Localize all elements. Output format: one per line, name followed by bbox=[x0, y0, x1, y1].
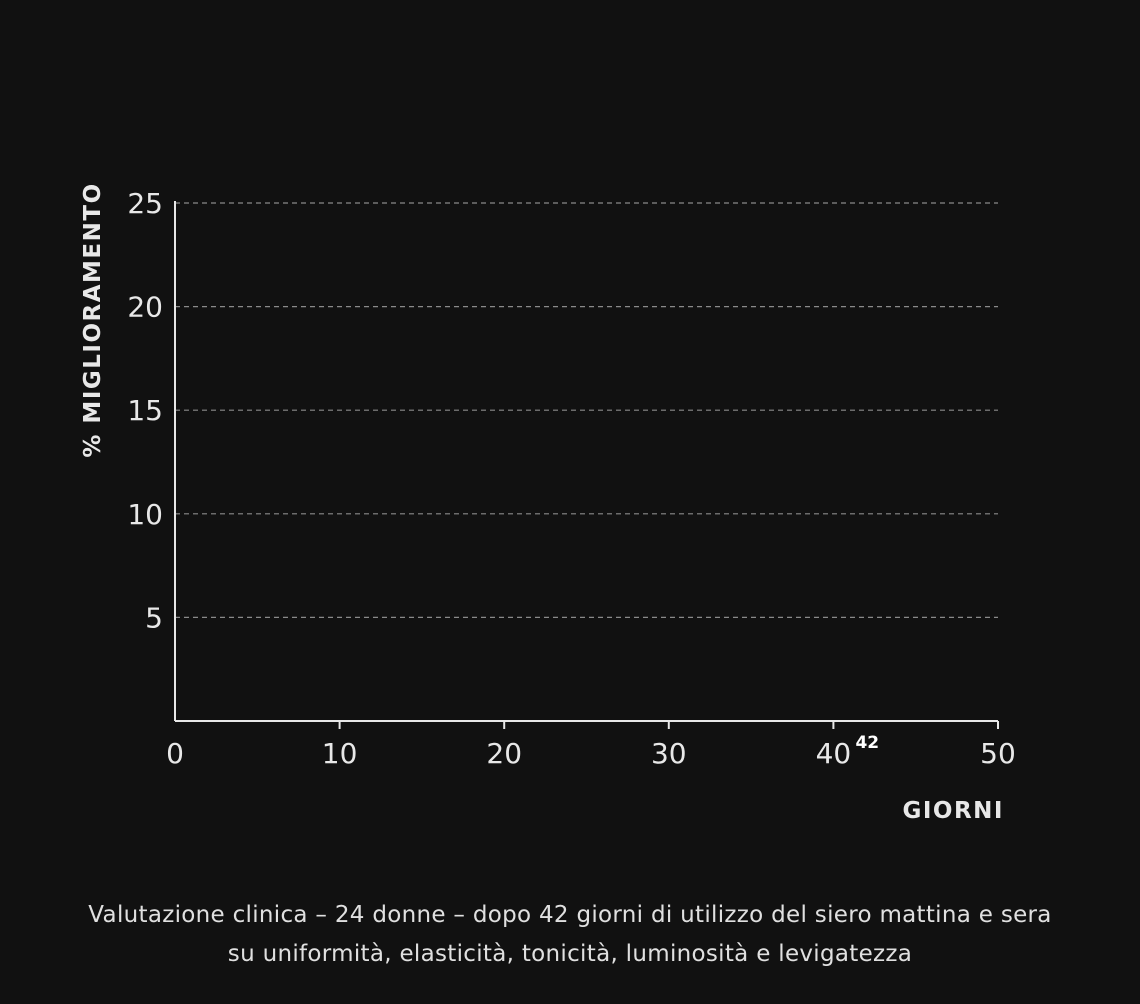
x-tick-label-10: 10 bbox=[322, 737, 358, 770]
y-tick-label-10: 10 bbox=[127, 498, 163, 531]
x-tick-label-40: 40 bbox=[816, 737, 852, 770]
x-tick-label-50: 50 bbox=[980, 737, 1016, 770]
grid-lines bbox=[175, 202, 998, 619]
x-axis-title: GIORNI bbox=[902, 798, 1004, 824]
x-marker-label-42: 42 bbox=[855, 733, 879, 753]
tick-labels: 0 10 20 30 40 50 5 10 15 20 25 bbox=[127, 187, 1015, 770]
caption-line-2: su uniformità, elasticità, tonicità, lum… bbox=[227, 941, 913, 967]
y-tick-label-5: 5 bbox=[145, 601, 163, 634]
y-axis-title: % MIGLIORAMENTO bbox=[80, 182, 106, 457]
x-tick-label-0: 0 bbox=[166, 737, 184, 770]
caption-line-1: Valutazione clinica – 24 donne – dopo 42… bbox=[88, 902, 1052, 928]
y-tick-label-15: 15 bbox=[127, 394, 163, 427]
x-tick-label-20: 20 bbox=[486, 737, 522, 770]
y-tick-label-25: 25 bbox=[127, 187, 163, 220]
axes bbox=[174, 201, 999, 729]
y-tick-label-20: 20 bbox=[127, 291, 163, 324]
x-markers: 42 bbox=[855, 733, 879, 753]
x-tick-label-30: 30 bbox=[651, 737, 687, 770]
